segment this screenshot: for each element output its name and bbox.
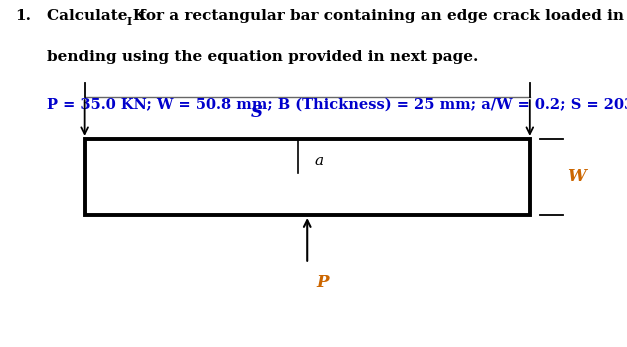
Text: Calculate K: Calculate K — [47, 9, 146, 23]
Text: P = 35.0 KN; W = 50.8 mm; B (Thickness) = 25 mm; a/W = 0.2; S = 203 mm: P = 35.0 KN; W = 50.8 mm; B (Thickness) … — [47, 97, 627, 111]
Text: I: I — [127, 16, 132, 27]
Text: S: S — [251, 104, 263, 121]
Text: 1.: 1. — [16, 9, 32, 23]
Text: a: a — [315, 154, 324, 168]
Text: P: P — [317, 274, 329, 291]
Bar — [85, 139, 530, 215]
Text: W: W — [567, 169, 586, 185]
Text: bending using the equation provided in next page.: bending using the equation provided in n… — [47, 50, 478, 64]
Text: for a rectangular bar containing an edge crack loaded in three point: for a rectangular bar containing an edge… — [134, 9, 627, 23]
